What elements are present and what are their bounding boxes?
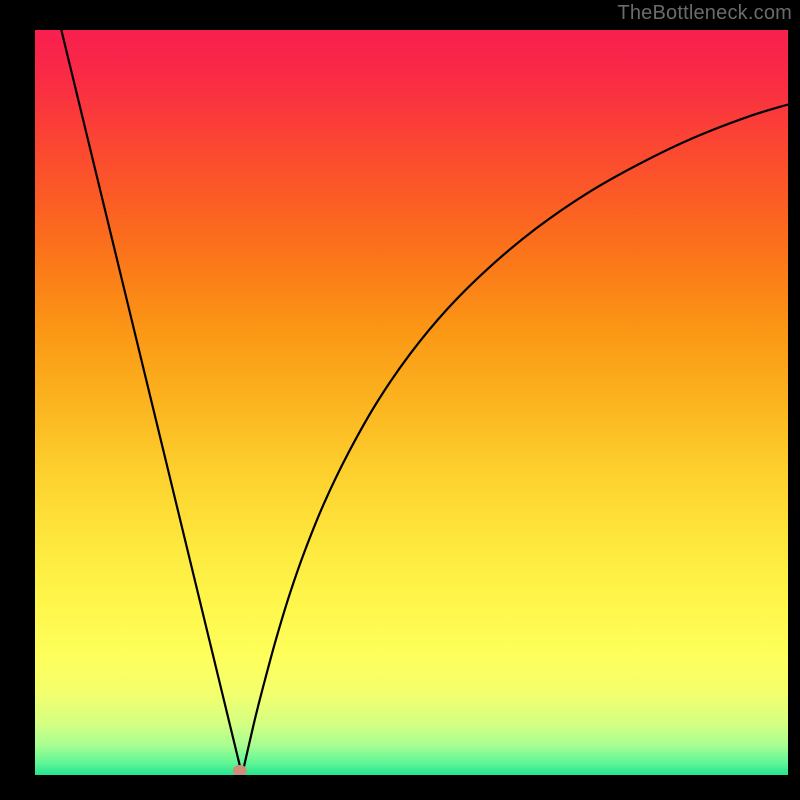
chart-frame: TheBottleneck.com xyxy=(0,0,800,800)
plot-area xyxy=(35,30,788,775)
watermark-text: TheBottleneck.com xyxy=(617,2,792,25)
chart-svg xyxy=(35,30,788,775)
gradient-background xyxy=(35,30,788,775)
